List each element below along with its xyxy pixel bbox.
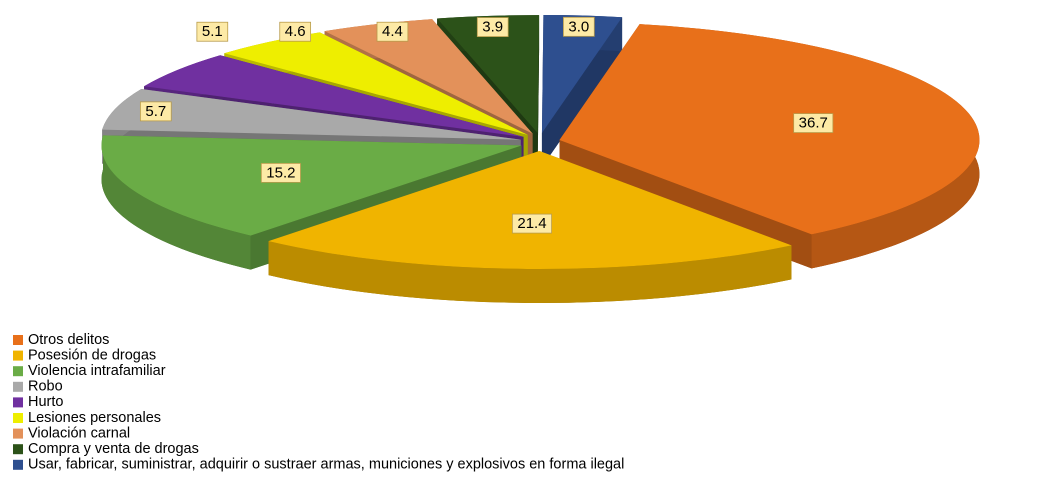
value-label: 36.7 (799, 115, 828, 132)
legend-swatch (13, 335, 23, 345)
legend-label: Robo (28, 379, 63, 395)
slice-top (224, 32, 528, 135)
value-label-box (260, 162, 301, 183)
value-label: 21.4 (517, 215, 546, 232)
value-label-box (476, 17, 509, 37)
value-label-box (511, 213, 552, 234)
legend-swatch (13, 428, 23, 439)
legend-swatch (13, 444, 23, 455)
value-label: 3.0 (568, 18, 589, 35)
value-label-box (793, 113, 834, 133)
legend-swatch (13, 397, 23, 408)
legend-label: Posesión de drogas (28, 347, 156, 363)
legend-swatch (13, 459, 23, 470)
slice-wall (541, 17, 623, 168)
legend-label: Compra y venta de drogas (28, 441, 199, 457)
value-label: 15.2 (266, 164, 295, 181)
slice-top (324, 19, 533, 134)
value-label-box (563, 16, 595, 37)
slice-top (541, 15, 623, 134)
value-label: 4.6 (285, 23, 306, 40)
legend-label: Hurto (28, 394, 63, 410)
value-label: 4.4 (382, 23, 403, 40)
legend-label: Violencia intrafamiliar (28, 363, 166, 379)
value-label-box (139, 101, 172, 122)
slice-top (102, 89, 521, 140)
slice-top (268, 150, 792, 269)
legend-swatch (13, 350, 23, 361)
slice-top (101, 135, 522, 236)
value-label-box (196, 21, 229, 42)
value-label: 5.7 (145, 103, 166, 120)
value-label: 5.1 (202, 23, 223, 40)
legend-swatch (13, 413, 23, 423)
slice-side (101, 135, 251, 270)
slice-wall (537, 15, 540, 168)
legend-label: Usar, fabricar, suministrar, adquirir o … (28, 457, 624, 472)
legend-swatch (13, 381, 23, 392)
slice-side (268, 241, 792, 303)
legend-swatch (13, 366, 23, 377)
value-label: 3.9 (482, 19, 503, 36)
value-label-box (376, 21, 409, 42)
value-label-box (279, 21, 312, 42)
slice-top (559, 24, 980, 235)
slice (268, 150, 792, 303)
legend-label: Violación carnal (28, 425, 130, 441)
legend-label: Lesiones personales (28, 410, 161, 426)
slice-top (437, 15, 540, 134)
slice-top (144, 55, 524, 137)
legend-label: Otros delitos (28, 332, 109, 348)
